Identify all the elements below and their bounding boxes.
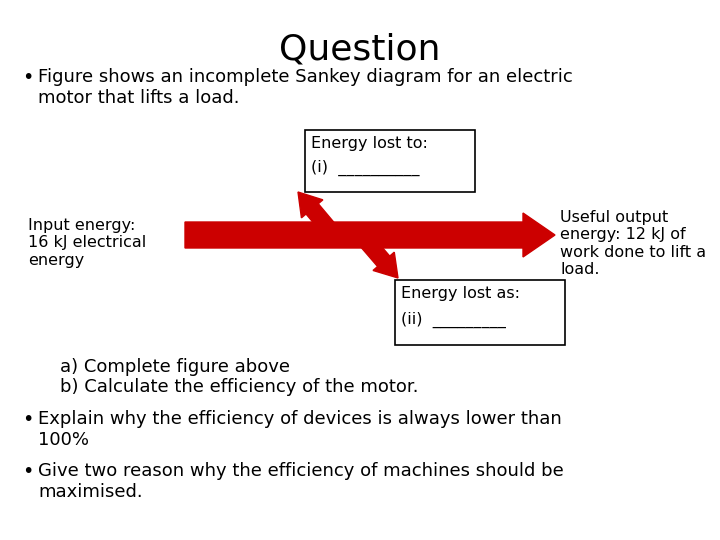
Polygon shape [185,213,555,257]
Text: Explain why the efficiency of devices is always lower than
100%: Explain why the efficiency of devices is… [38,410,562,449]
Text: Give two reason why the efficiency of machines should be
maximised.: Give two reason why the efficiency of ma… [38,462,564,501]
Text: (i)  __________: (i) __________ [311,160,420,176]
FancyBboxPatch shape [395,280,565,345]
Text: Energy lost to:: Energy lost to: [311,136,428,151]
Text: a) Complete figure above: a) Complete figure above [60,358,290,376]
Text: Energy lost as:: Energy lost as: [401,286,520,301]
Polygon shape [298,192,346,247]
Text: b) Calculate the efficiency of the motor.: b) Calculate the efficiency of the motor… [60,378,418,396]
Text: Input energy:
16 kJ electrical
energy: Input energy: 16 kJ electrical energy [28,218,146,268]
Text: Useful output
energy: 12 kJ of
work done to lift a
load.: Useful output energy: 12 kJ of work done… [560,210,706,277]
Text: Figure shows an incomplete Sankey diagram for an electric
motor that lifts a loa: Figure shows an incomplete Sankey diagra… [38,68,572,107]
Polygon shape [349,223,398,278]
FancyBboxPatch shape [305,130,475,192]
Text: Question: Question [279,32,441,66]
Text: •: • [22,462,33,481]
Text: •: • [22,68,33,87]
Text: •: • [22,410,33,429]
Text: (ii)  _________: (ii) _________ [401,312,506,328]
